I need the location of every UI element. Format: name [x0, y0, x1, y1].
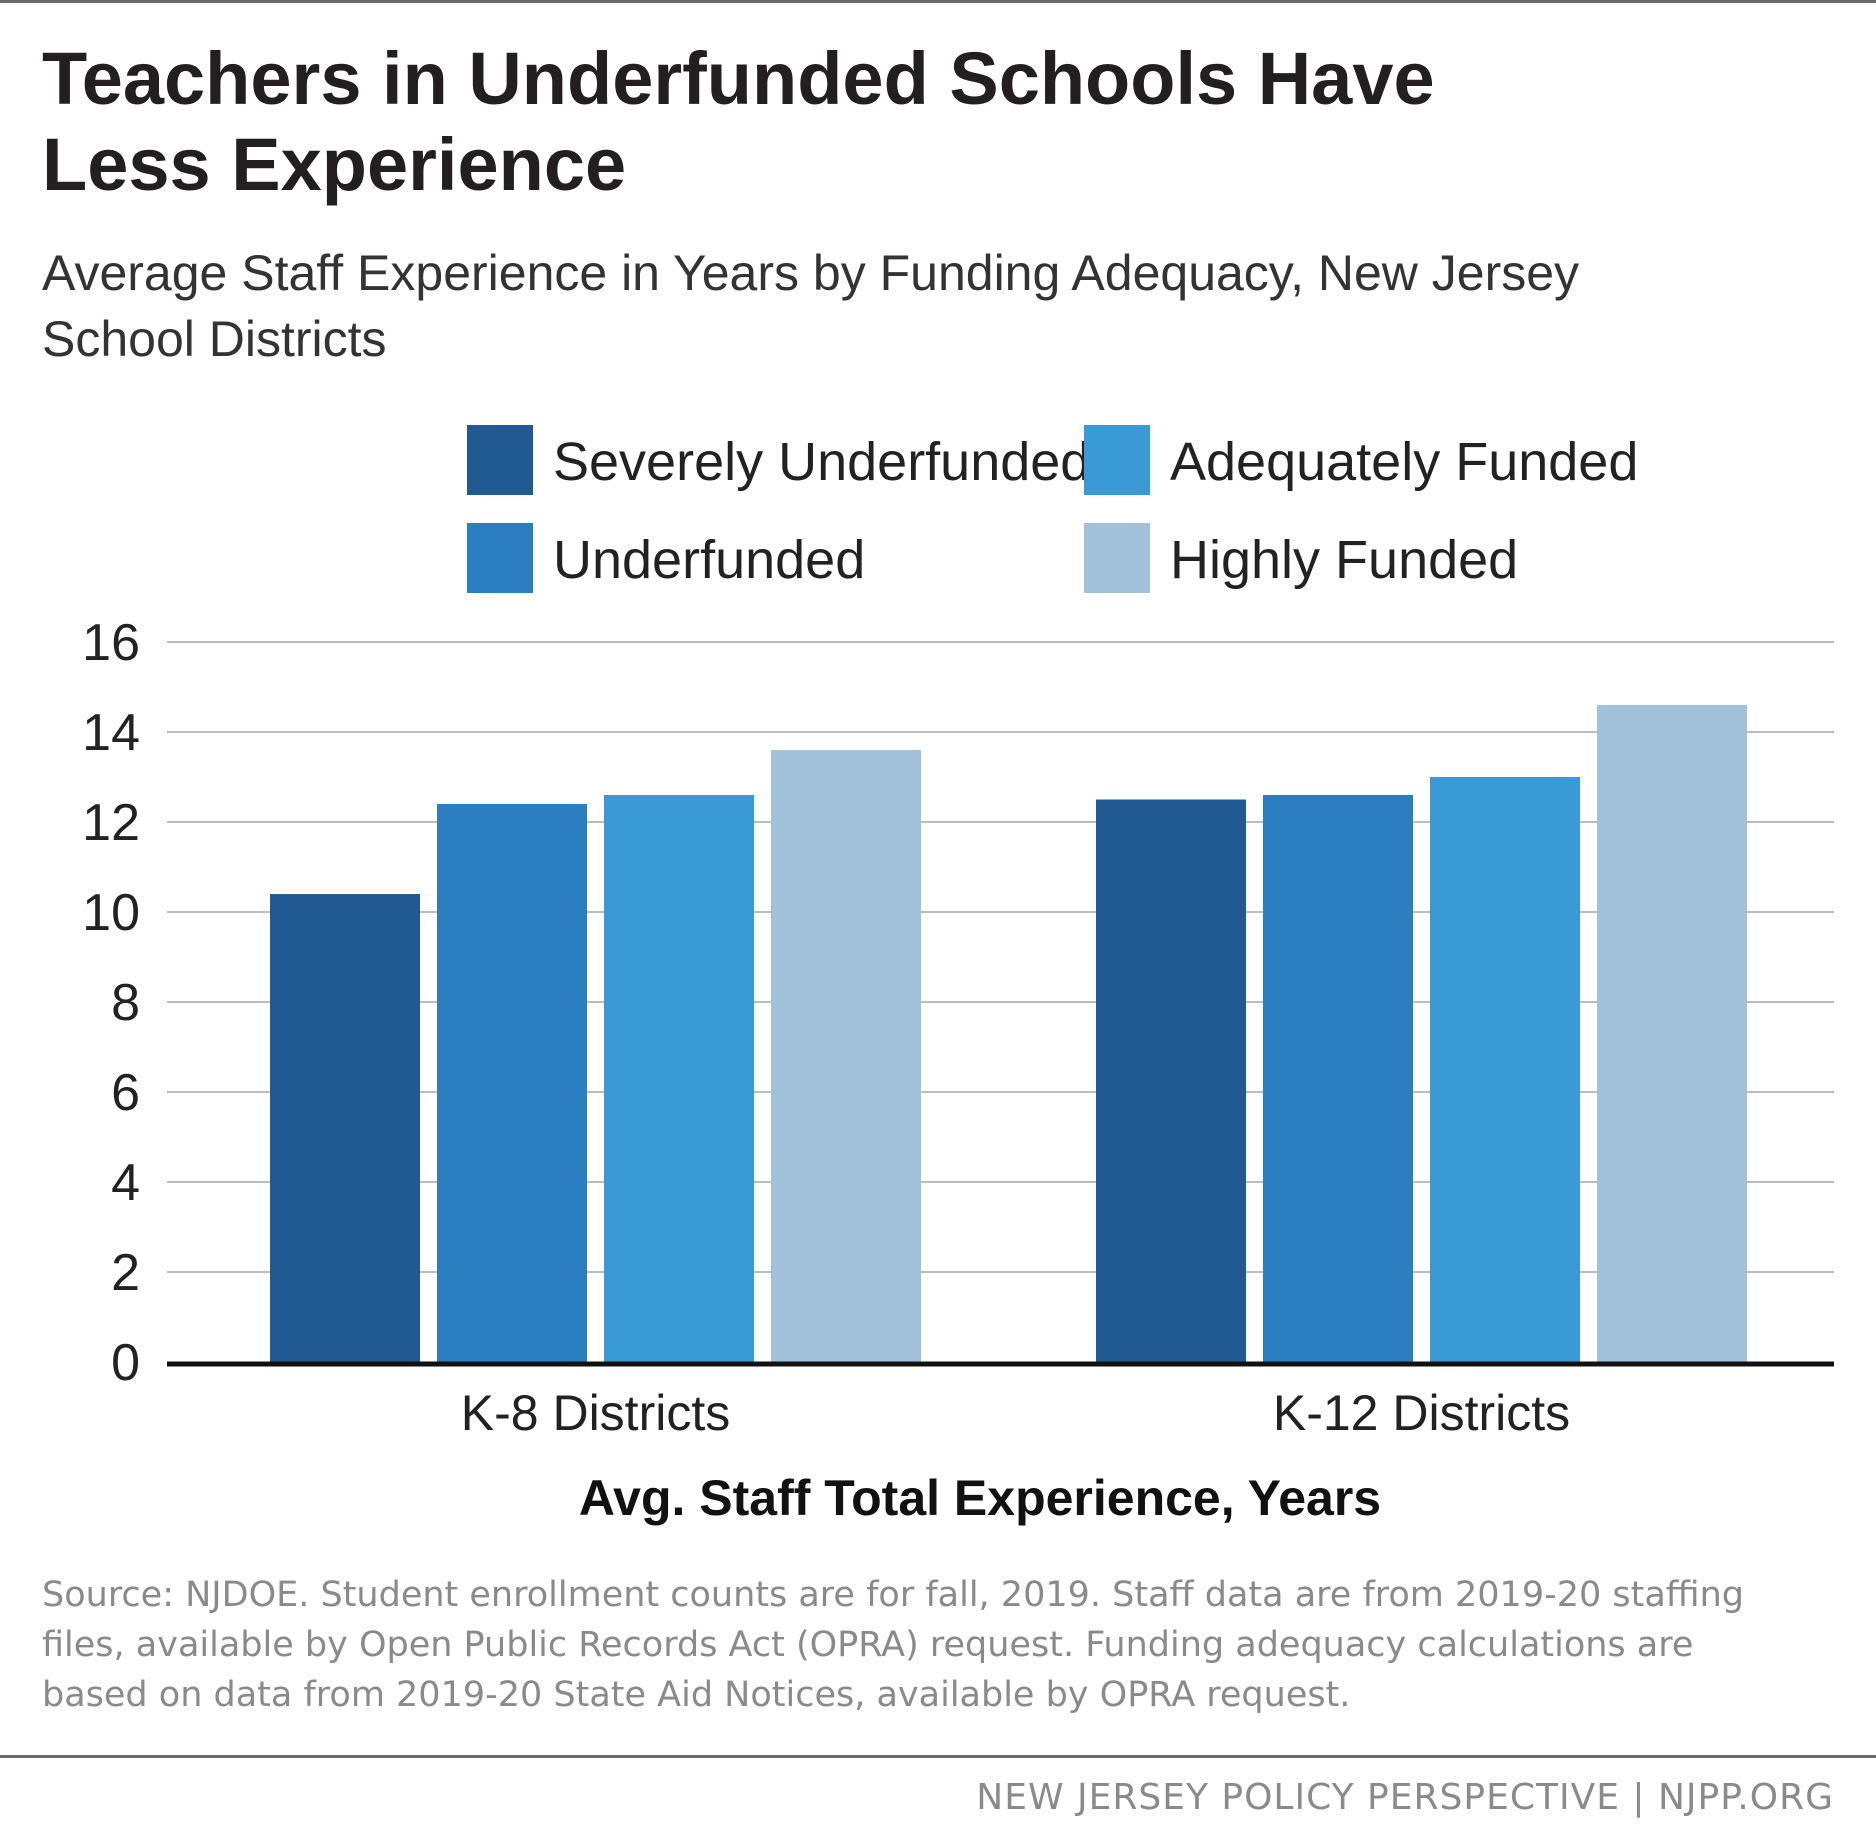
source-note: Source: NJDOE. Student enrollment counts…	[42, 1570, 1842, 1720]
y-tick-label: 14	[82, 704, 140, 762]
top-rule	[0, 0, 1876, 3]
chart-title-line-1: Teachers in Underfunded Schools Have	[42, 37, 1435, 120]
y-tick-label: 12	[82, 794, 140, 852]
x-category-label: K-8 Districts	[461, 1385, 730, 1441]
source-line-1: Source: NJDOE. Student enrollment counts…	[42, 1575, 1745, 1615]
y-tick-label: 10	[82, 884, 140, 942]
legend-label: Severely Underfunded	[553, 432, 1090, 492]
chart-subtitle: Average Staff Experience in Years by Fun…	[42, 240, 1642, 372]
chart-subtitle-line-1: Average Staff Experience in Years by Fun…	[42, 245, 1580, 301]
y-tick-label: 4	[111, 1154, 140, 1212]
chart-legend: Severely Underfunded Underfunded Adequatel…	[467, 425, 1638, 593]
bar	[1597, 705, 1747, 1362]
legend-label: Adequately Funded	[1170, 432, 1638, 492]
footer-credit: NEW JERSEY POLICY PERSPECTIVE | NJPP.ORG	[976, 1777, 1834, 1818]
bars	[270, 705, 1747, 1362]
legend-swatch	[467, 523, 533, 593]
bar	[1263, 795, 1413, 1362]
source-line-2: files, available by Open Public Records …	[42, 1625, 1694, 1665]
bar	[771, 750, 921, 1362]
y-tick-label: 8	[111, 974, 140, 1032]
bar	[604, 795, 754, 1362]
bar	[1430, 777, 1580, 1362]
bar	[1096, 799, 1246, 1362]
bar-chart: Severely Underfunded Underfunded Adequatel…	[82, 425, 1834, 1526]
legend-label: Underfunded	[553, 530, 865, 590]
y-axis-ticks: 0 2 4 6 8 10 12 14 16	[82, 614, 140, 1392]
source-line-3: based on data from 2019-20 State Aid Not…	[42, 1675, 1351, 1715]
y-tick-label: 16	[82, 614, 140, 672]
x-axis-categories: K-8 Districts K-12 Districts	[461, 1385, 1570, 1441]
legend-swatch	[467, 425, 533, 495]
y-tick-label: 2	[111, 1244, 140, 1302]
legend-swatch	[1084, 425, 1150, 495]
y-tick-label: 6	[111, 1064, 140, 1122]
chart-title: Teachers in Underfunded Schools Have Les…	[42, 36, 1542, 208]
chart-subtitle-line-2: School Districts	[42, 311, 387, 367]
legend-swatch	[1084, 523, 1150, 593]
legend-label: Highly Funded	[1170, 530, 1518, 590]
bar	[437, 804, 587, 1362]
y-tick-label: 0	[111, 1334, 140, 1392]
bar	[270, 894, 420, 1362]
x-axis-label: Avg. Staff Total Experience, Years	[579, 1470, 1381, 1526]
bottom-rule	[0, 1755, 1876, 1758]
chart-title-line-2: Less Experience	[42, 123, 627, 206]
x-category-label: K-12 Districts	[1273, 1385, 1570, 1441]
